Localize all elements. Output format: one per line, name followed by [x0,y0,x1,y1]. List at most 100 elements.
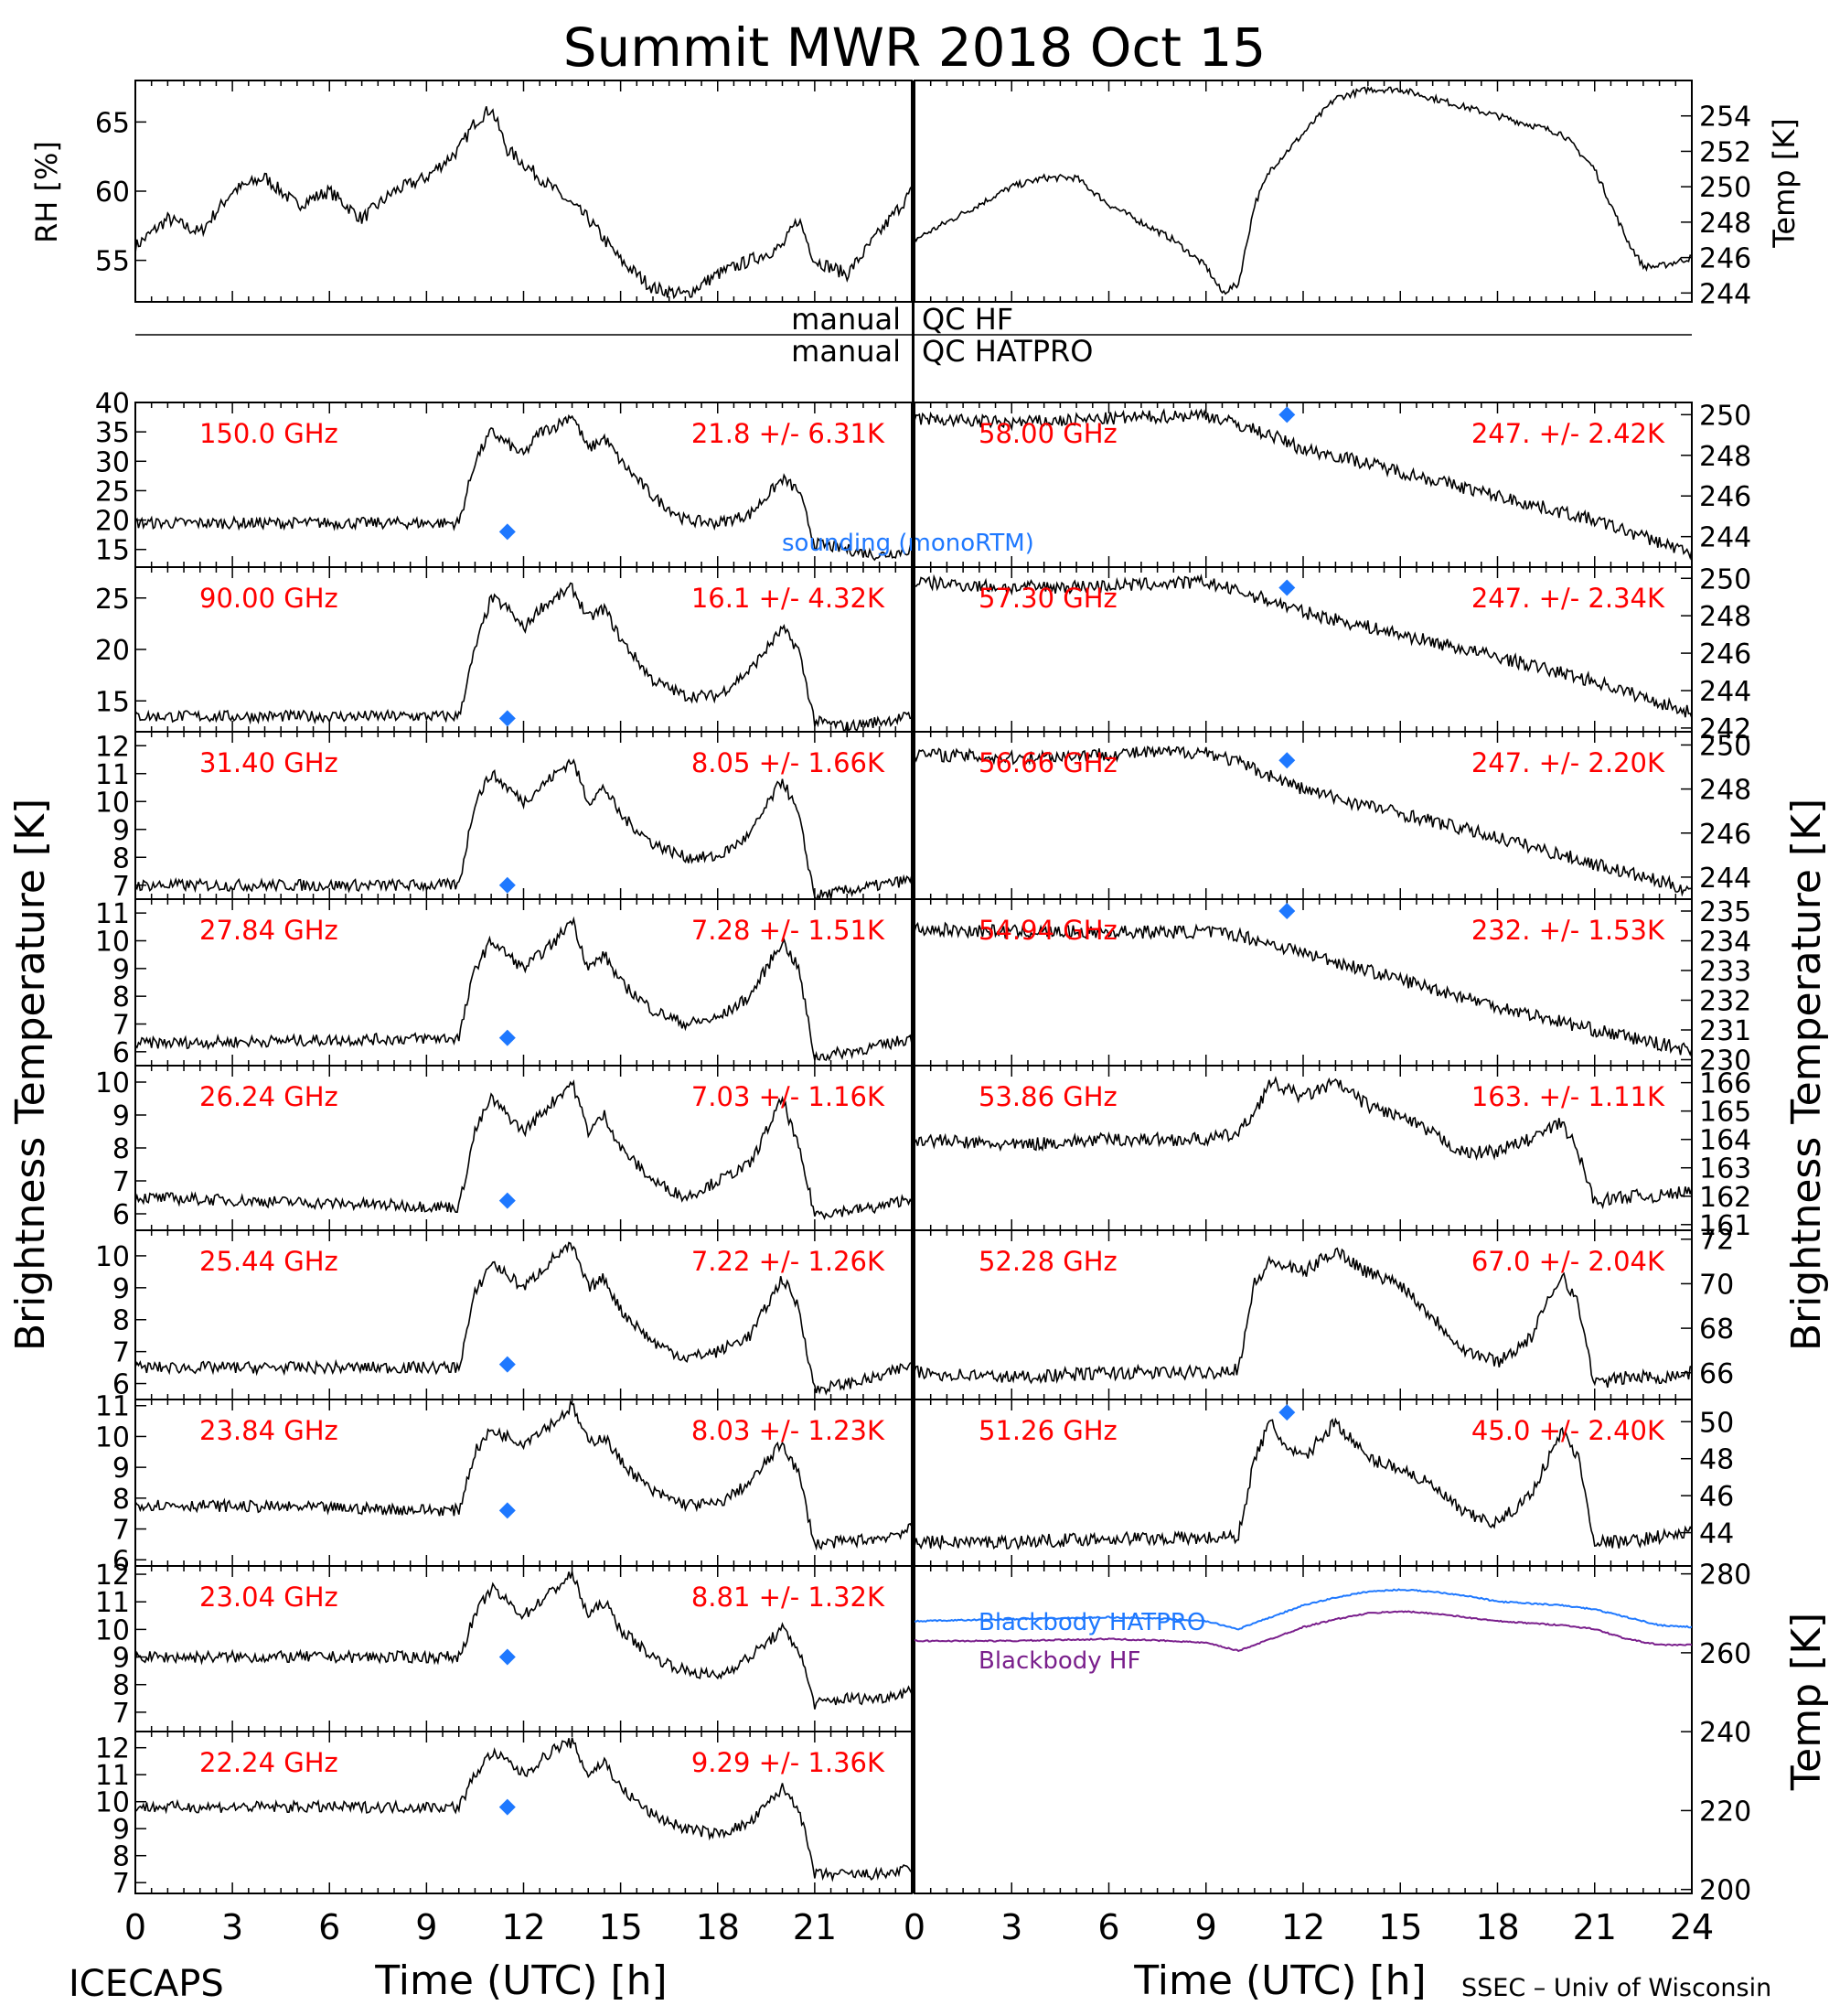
sounding-marker [498,523,516,541]
series-line [135,582,912,732]
bt-right-axis-label: Brightness Temperature [K] [1783,799,1829,1351]
data-group [135,1241,912,1396]
channel-stat: 163. +/- 1.11K [1471,1081,1665,1112]
y-tick-label: 246 [1699,481,1751,513]
panel-frame [914,80,1693,303]
y-tick-label: 9 [112,1643,130,1675]
qc-hatpro-left: manual [791,334,901,369]
y-tick-label: 6 [112,1545,130,1577]
series-line [135,1737,912,1882]
sounding-marker [498,1356,516,1373]
y-tick-label: 48 [1699,1444,1734,1476]
x-tick-label-right: 18 [1475,1907,1519,1947]
x-tick-label-right: 9 [1195,1907,1217,1947]
y-tick-label: 250 [1699,400,1751,432]
y-tick-label: 8 [112,1670,130,1702]
y-tick-label: 248 [1699,601,1751,633]
sounding-marker [498,876,516,894]
data-group [135,916,912,1062]
series-line [135,1399,912,1551]
y-tick-label: 46 [1699,1481,1734,1513]
channel-label: 53.86 GHz [979,1081,1118,1112]
series-line [914,1076,1692,1210]
channel-label: 23.04 GHz [199,1582,338,1613]
channel-label: 52.28 GHz [979,1246,1118,1277]
data-group [914,745,1692,897]
series-line [914,921,1692,1057]
y-tick-label: 10 [95,1787,130,1819]
data-group [135,413,912,562]
channel-label: 57.30 GHz [979,583,1118,614]
data-group [914,1076,1692,1210]
y-tick-label: 10 [95,1067,130,1099]
y-tick-label: 164 [1699,1125,1751,1157]
series-line [135,413,912,562]
channel-stat: 8.05 +/- 1.66K [691,747,885,778]
series-line [135,1241,912,1396]
x-tick-label-left: 6 [318,1907,340,1947]
channel-label: 25.44 GHz [199,1246,338,1277]
y-tick-label: 7 [112,1166,130,1198]
y-tick-label: 7 [112,1010,130,1042]
y-tick-label: 231 [1699,1015,1751,1047]
y-tick-label: 200 [1699,1875,1751,1907]
channel-stat: 7.28 +/- 1.51K [691,915,885,946]
y-tick-label: 9 [112,1100,130,1132]
y-tick-label: 244 [1699,522,1751,554]
y-tick-label: 9 [112,1453,130,1485]
series-line [914,408,1692,561]
data-group [914,1404,1692,1550]
panel-bt_90.00: 15 20 25 90.00 GHz 16.1 +/- 4.32K [95,566,913,733]
channel-stat: 232. +/- 1.53K [1471,915,1665,946]
y-tick-label: 8 [112,1484,130,1516]
data-group [914,1247,1692,1389]
y-tick-label: 10 [95,787,130,819]
x-tick-label-left: 21 [793,1907,837,1947]
y-tick-label: 6 [112,1199,130,1231]
channel-stat: 16.1 +/- 4.32K [691,583,885,614]
sounding-marker [498,1798,516,1816]
data-group [135,758,912,899]
x-tick-label-right: 6 [1097,1907,1119,1947]
y-tick-label: 35 [95,417,130,449]
x-tick-label-left: 18 [696,1907,740,1947]
y-tick-label: 25 [95,584,130,616]
channel-label: 23.84 GHz [199,1415,338,1446]
y-tick-label: 248 [1699,441,1751,473]
series-line-1 [914,1610,1692,1653]
y-tick-label: 254 [1699,102,1751,134]
y-tick-label: 7 [112,1698,130,1730]
y-tick-label: 233 [1699,956,1751,988]
y-tick-label: 66 [1699,1358,1734,1390]
y-tick-label: 15 [95,535,130,567]
sounding-marker [498,1029,516,1046]
series-line [914,745,1692,897]
y-tick-label: 240 [1699,1717,1751,1749]
sounding-marker [1278,579,1296,596]
y-tick-label: 7 [112,1515,130,1547]
y-tick-label: 250 [1699,563,1751,595]
channel-label: 90.00 GHz [199,583,338,614]
y-tick-label: 280 [1699,1560,1751,1592]
data-group [135,1079,912,1220]
y-tick-label: 246 [1699,638,1751,670]
y-tick-label: 244 [1699,863,1751,895]
x-tick-label-right: 12 [1281,1907,1325,1947]
panel-bt_51.26: 44 46 48 50 51.26 GHz 45.0 +/- 2.40K [914,1399,1734,1567]
y-tick-label: 7 [112,871,130,903]
y-tick-label: 10 [95,1241,130,1273]
temp-top-axis-label: Temp [K] [1767,118,1802,248]
y-tick-label: 7 [112,1868,130,1900]
rh-axis-label: RH [%] [29,141,64,243]
y-tick-label: 12 [95,1560,130,1592]
x-tick-label-right: 21 [1573,1907,1617,1947]
sounding-marker [498,1192,516,1209]
qc-hf-left: manual [791,302,901,337]
y-tick-label: 55 [95,246,130,278]
x-tick-label-left: 12 [501,1907,545,1947]
